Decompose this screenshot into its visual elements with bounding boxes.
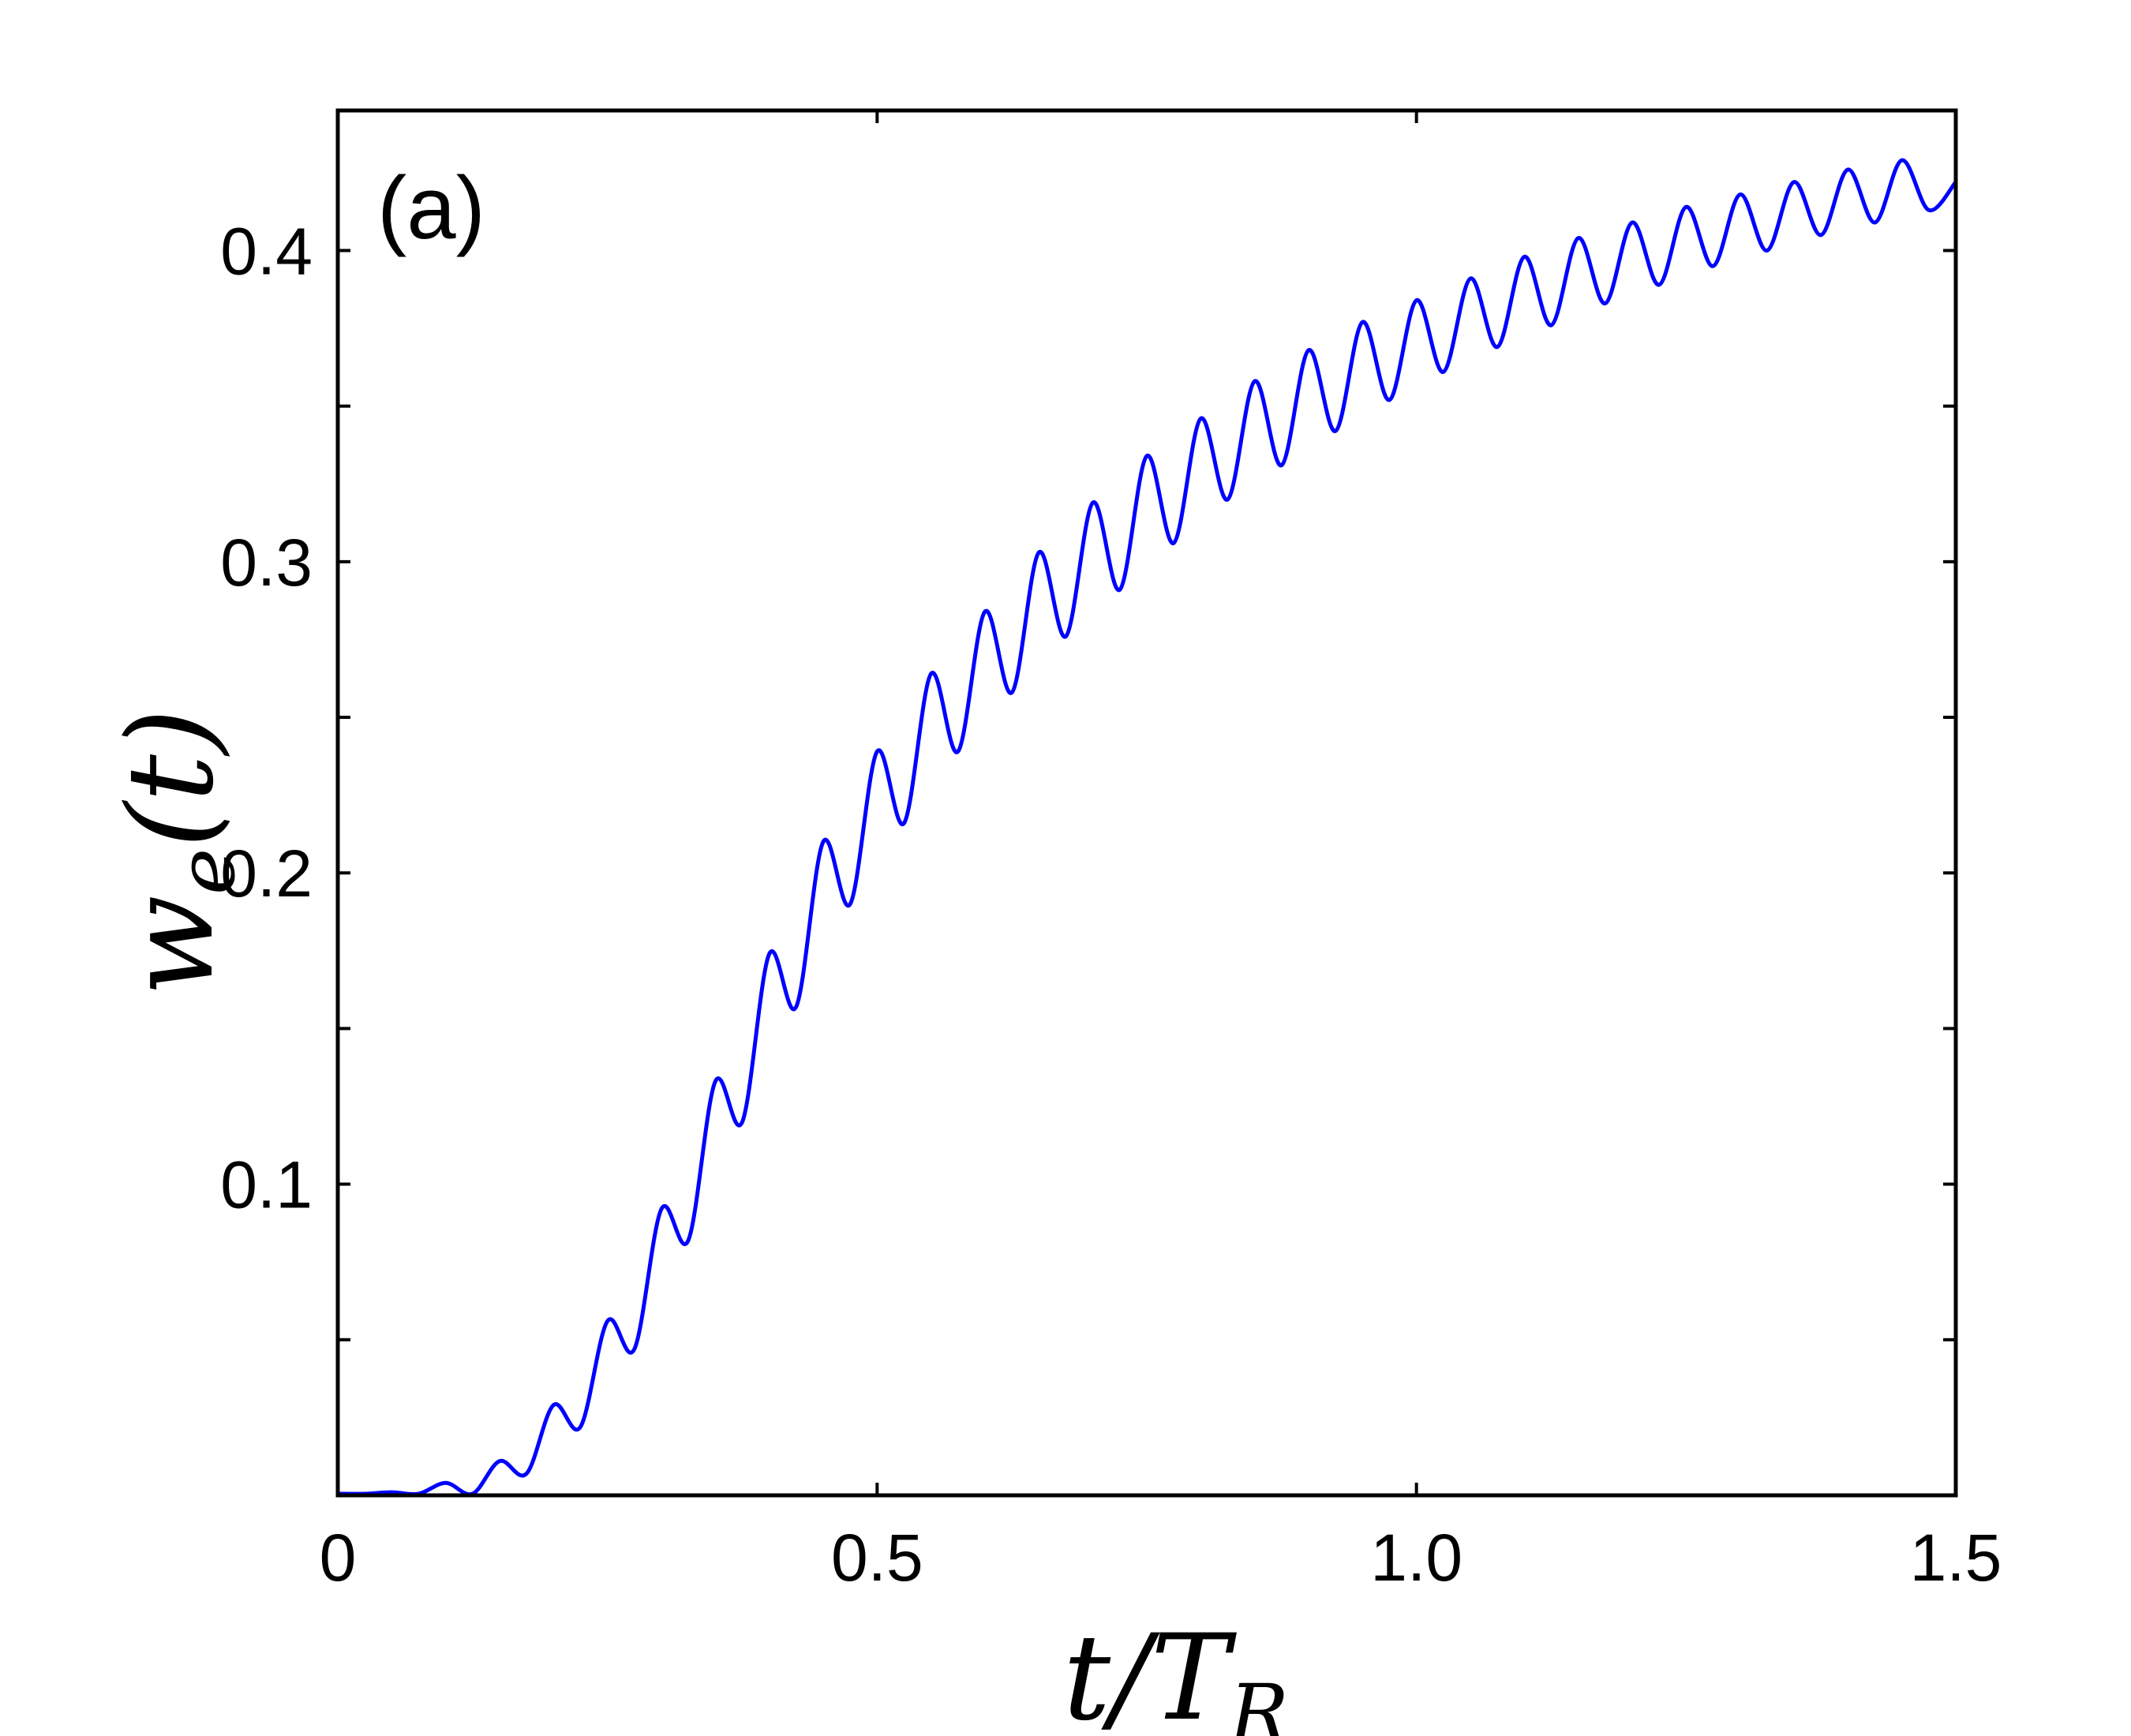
- tick-labels: 0 0.5 1.0 1.5 0.1 0.2 0.3 0.4: [220, 214, 2002, 1595]
- x-tick-label-3: 1.5: [1910, 1521, 2002, 1595]
- plot-series: [335, 158, 1958, 1497]
- y-tick-label-3: 0.4: [220, 214, 313, 288]
- series-line-0: [335, 158, 1958, 1497]
- y-axis-label-sub: e: [160, 848, 253, 895]
- x-tick-label-0: 0: [320, 1521, 357, 1595]
- x-tick-label-2: 1.0: [1370, 1521, 1462, 1595]
- y-tick-label-0: 0.1: [220, 1148, 313, 1222]
- x-tick-label-1: 0.5: [831, 1521, 923, 1595]
- y-axis-label-tail: (t): [103, 709, 240, 848]
- plot-frame: [335, 108, 1958, 1498]
- tick-marks: [336, 110, 1957, 1495]
- y-tick-label-1: 0.2: [220, 836, 313, 911]
- panel-label: (a): [377, 159, 485, 257]
- y-tick-label-2: 0.3: [220, 526, 313, 600]
- x-axis-label-sub: R: [1228, 1667, 1289, 1736]
- x-axis-label: t/TR: [1063, 1610, 1289, 1736]
- y-axis-label: we(t): [103, 709, 253, 997]
- x-axis-label-main: t/T: [1063, 1610, 1238, 1736]
- y-axis-label-main: w: [103, 895, 240, 996]
